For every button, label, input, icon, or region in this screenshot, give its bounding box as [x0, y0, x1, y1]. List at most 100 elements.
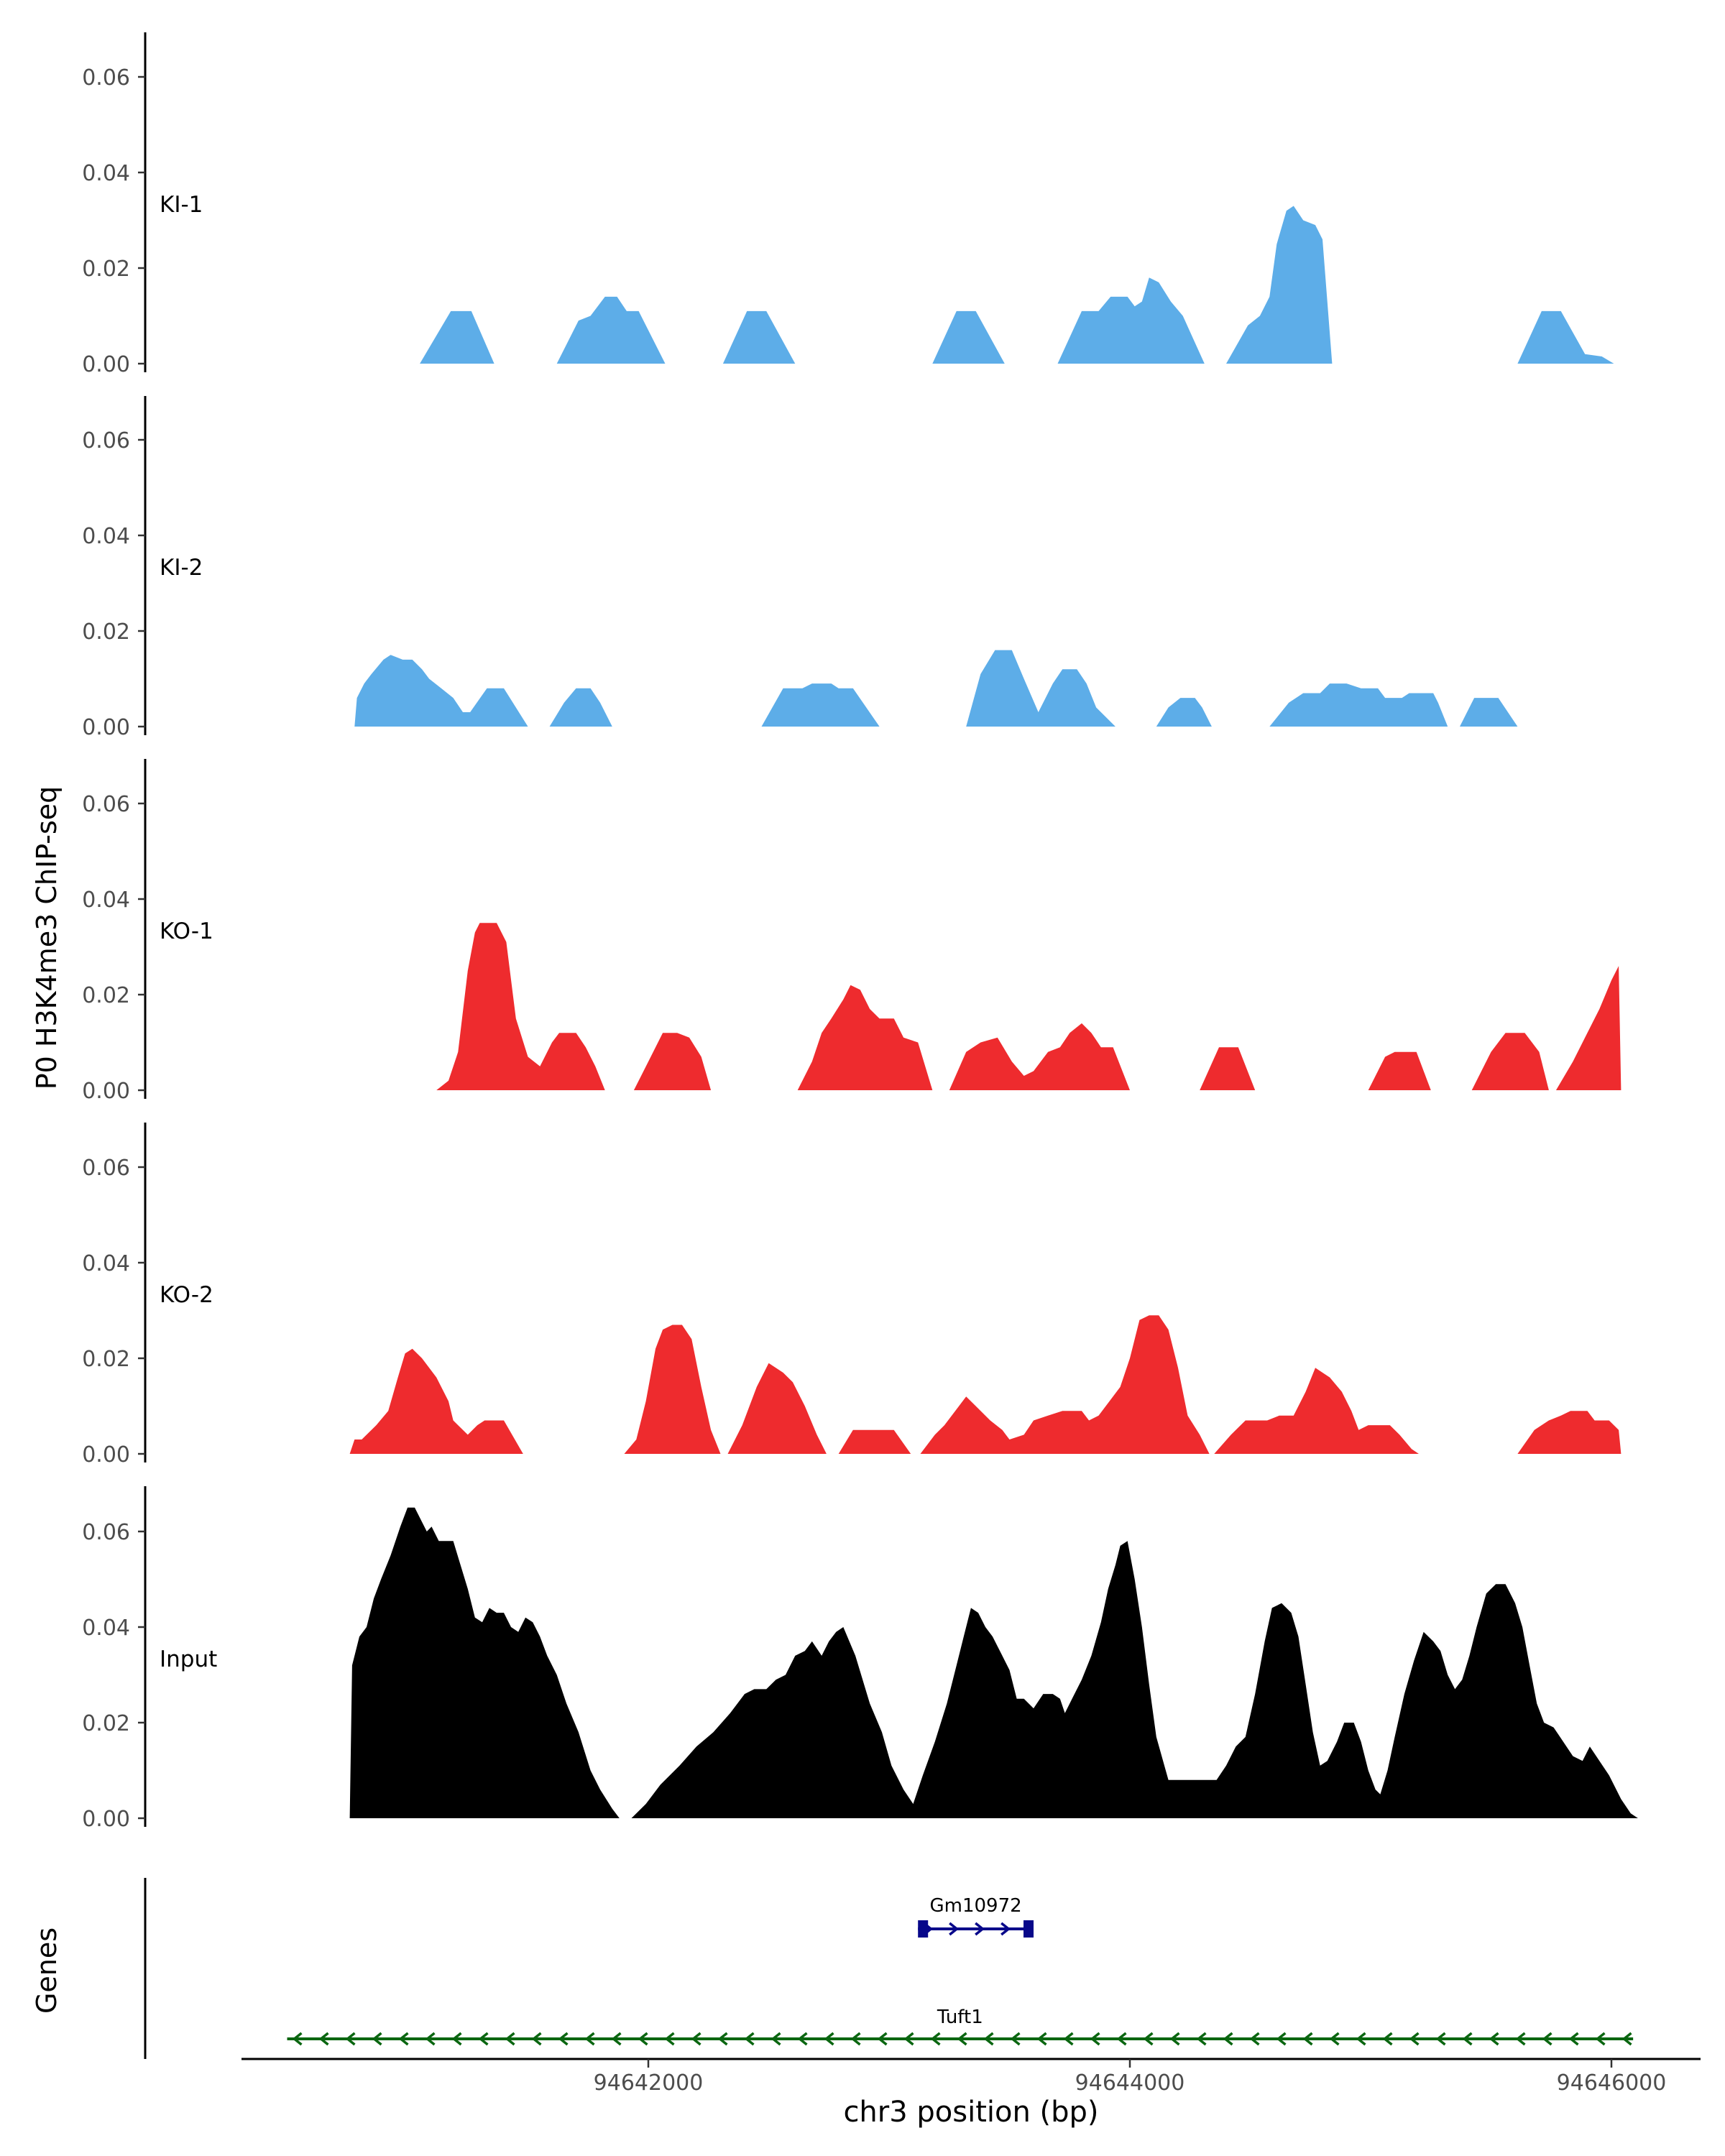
coverage-area	[949, 1023, 1130, 1090]
track-ko-2: 0.00 0.02 0.04 0.06 KO-2	[82, 1123, 1622, 1468]
y-tick-label: 0.02	[82, 1347, 130, 1372]
strand-arrow	[1223, 2032, 1233, 2046]
gene-tuft1: Tuft1	[287, 2007, 1634, 2046]
y-tick-label: 0.06	[82, 65, 130, 91]
coverage-area	[727, 1363, 827, 1454]
coverage-area	[1156, 698, 1212, 727]
strand-arrow	[318, 2032, 329, 2046]
track-label: KO-1	[160, 918, 213, 944]
x-tick-label: 94646000	[1557, 2070, 1667, 2096]
track-label: KI-2	[160, 555, 203, 581]
y-tick-label: 0.04	[82, 1251, 130, 1276]
strand-arrow	[1116, 2032, 1127, 2046]
y-tick-label: 0.02	[82, 257, 130, 282]
y-tick-label: 0.04	[82, 1616, 130, 1641]
strand-arrow	[930, 2032, 941, 2046]
strand-arrow	[1090, 2032, 1100, 2046]
strand-arrow	[664, 2032, 675, 2046]
y-tick-label: 0.02	[82, 1711, 130, 1736]
y-tick-label: 0.04	[82, 161, 130, 186]
y-tick-label: 0.00	[82, 1807, 130, 1832]
y-tick-label: 0.00	[82, 715, 130, 740]
coverage-area	[1517, 1411, 1622, 1454]
coverage-area	[1471, 1033, 1549, 1090]
strand-arrow	[505, 2032, 515, 2046]
strand-arrow	[1329, 2032, 1340, 2046]
coverage-area	[1200, 1047, 1256, 1090]
strand-arrow	[1169, 2032, 1180, 2046]
x-axis: 94642000 94644000 94646000	[242, 2058, 1701, 2096]
strand-arrow	[531, 2032, 542, 2046]
x-tick-label: 94642000	[594, 2070, 704, 2096]
coverage-area	[920, 1315, 1210, 1454]
strand-arrow	[1435, 2032, 1446, 2046]
genes-title: Genes	[31, 1927, 63, 2014]
strand-arrow	[292, 2032, 303, 2046]
coverage-area	[797, 985, 933, 1090]
strand-arrow	[1595, 2032, 1606, 2046]
strand-arrow	[1622, 2032, 1632, 2046]
coverage-area	[722, 310, 796, 364]
y-axis-title: P0 H3K4me3 ChIP-seq	[31, 786, 63, 1090]
strand-arrow	[1515, 2032, 1526, 2046]
strand-arrow	[1302, 2032, 1313, 2046]
strand-arrow	[797, 2032, 808, 2046]
y-tick-label: 0.04	[82, 524, 130, 549]
track-input: 0.00 0.02 0.04 0.06 Input	[82, 1486, 1638, 1832]
gene-label: Tuft1	[937, 2007, 983, 2028]
gene-label: Gm10972	[930, 1895, 1022, 1917]
x-tick-label: 94644000	[1075, 2070, 1185, 2096]
coverage-area	[1214, 1368, 1419, 1454]
tracks-layer: 0.00 0.02 0.04 0.06 KI-1 0.00 0.02 0.04 0.06 KI-2…	[82, 32, 1638, 1832]
coverage-area	[1226, 206, 1333, 364]
coverage-area	[838, 1429, 911, 1454]
coverage-area	[631, 1541, 1638, 1818]
coverage-area	[1460, 698, 1518, 727]
y-tick-label: 0.02	[82, 619, 130, 645]
coverage-area	[1368, 1051, 1431, 1090]
strand-arrow	[949, 1922, 960, 1936]
strand-arrow	[1356, 2032, 1366, 2046]
y-tick-label: 0.06	[82, 428, 130, 453]
coverage-area	[354, 655, 528, 727]
strand-arrow	[877, 2032, 888, 2046]
y-tick-label: 0.06	[82, 1520, 130, 1545]
x-axis-title: chr3 position (bp)	[843, 2096, 1098, 2129]
coverage-area	[932, 310, 1005, 364]
strand-arrow	[345, 2032, 356, 2046]
y-tick-label: 0.02	[82, 983, 130, 1008]
track-label: Input	[160, 1646, 217, 1672]
strand-arrow	[1489, 2032, 1499, 2046]
strand-arrow	[824, 2032, 834, 2046]
coverage-area	[556, 296, 666, 364]
track-ko-1: 0.00 0.02 0.04 0.06 KO-1	[82, 759, 1622, 1104]
coverage-area	[1555, 966, 1622, 1090]
coverage-area	[1057, 277, 1205, 364]
strand-arrow	[1000, 1922, 1011, 1936]
strand-arrow	[1063, 2032, 1074, 2046]
strand-arrow	[850, 2032, 861, 2046]
genes-panel: Genes Gm10972 Tuft1 94642000 94644000 9464600…	[31, 1878, 1701, 2096]
strand-arrow	[903, 2032, 914, 2046]
exon	[918, 1920, 929, 1938]
exon	[1024, 1920, 1034, 1938]
strand-arrow	[611, 2032, 622, 2046]
track-ki-2: 0.00 0.02 0.04 0.06 KI-2	[82, 396, 1518, 740]
y-tick-label: 0.06	[82, 1156, 130, 1181]
strand-arrow	[717, 2032, 728, 2046]
strand-arrow	[1462, 2032, 1473, 2046]
strand-arrow	[691, 2032, 702, 2046]
strand-arrow	[1409, 2032, 1420, 2046]
coverage-area	[966, 650, 1116, 727]
strand-arrow	[1382, 2032, 1393, 2046]
strand-arrow	[584, 2032, 595, 2046]
y-tick-label: 0.04	[82, 888, 130, 913]
coverage-area	[1269, 683, 1448, 727]
strand-arrow	[975, 1922, 985, 1936]
strand-arrow	[1036, 2032, 1047, 2046]
y-tick-label: 0.00	[82, 1442, 130, 1468]
y-tick-label: 0.00	[82, 1079, 130, 1104]
strand-arrow	[770, 2032, 781, 2046]
strand-arrow	[1010, 2032, 1021, 2046]
strand-arrow	[638, 2032, 648, 2046]
